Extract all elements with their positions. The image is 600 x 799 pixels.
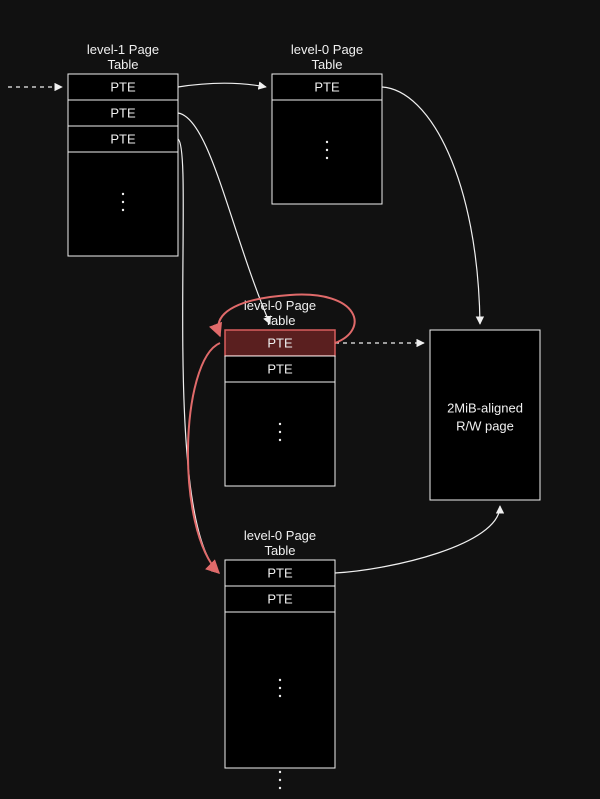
l1-table-title-2: Table xyxy=(107,57,138,72)
l1-table-entry-0-label: PTE xyxy=(110,79,136,94)
l1-table-entry-2-label: PTE xyxy=(110,131,136,146)
l1-table-entry-1-label: PTE xyxy=(110,105,136,120)
l1-table-dots xyxy=(122,193,124,195)
l0a-table-dots xyxy=(326,141,328,143)
rw-page-label-2: R/W page xyxy=(456,418,514,433)
edge-l0a-rw xyxy=(382,87,480,324)
l0c-table-entry-0-label: PTE xyxy=(267,565,293,580)
edge-l0c-rw xyxy=(335,506,500,573)
edge-l1pte2-l0b xyxy=(178,113,270,324)
l1-table-dots xyxy=(122,201,124,203)
l0a-table-dots xyxy=(326,149,328,151)
l0b-table-dots xyxy=(279,423,281,425)
l1-table-tail xyxy=(68,152,178,256)
l0c-table-dots xyxy=(279,679,281,681)
l1-table-dots xyxy=(122,209,124,211)
trailing-dots xyxy=(279,771,281,773)
trailing-dots xyxy=(279,779,281,781)
edge-l1pte3-l0c xyxy=(178,139,219,573)
l1-table-title-1: level-1 Page xyxy=(87,42,159,57)
l0c-table-dots xyxy=(279,687,281,689)
l0c-table-dots xyxy=(279,695,281,697)
edge-l0b-l0c xyxy=(188,343,220,573)
l0c-table-title-1: level-0 Page xyxy=(244,528,316,543)
l0a-table-entry-0-label: PTE xyxy=(314,79,340,94)
l0b-table-dots xyxy=(279,439,281,441)
l0a-table-title-2: Table xyxy=(311,57,342,72)
l0a-table-tail xyxy=(272,100,382,204)
edge-l1-l0a xyxy=(178,83,266,87)
l0b-table-tail xyxy=(225,382,335,486)
l0c-table-title-2: Table xyxy=(264,543,295,558)
l0b-table-dots xyxy=(279,431,281,433)
trailing-dots xyxy=(279,787,281,789)
l0a-table-title-1: level-0 Page xyxy=(291,42,363,57)
l0c-table-tail xyxy=(225,612,335,768)
l0a-table-dots xyxy=(326,157,328,159)
l0b-table-entry-0-label: PTE xyxy=(267,335,293,350)
l0b-table-entry-1-label: PTE xyxy=(267,361,293,376)
l0c-table-entry-1-label: PTE xyxy=(267,591,293,606)
rw-page-label-1: 2MiB-aligned xyxy=(447,400,523,415)
